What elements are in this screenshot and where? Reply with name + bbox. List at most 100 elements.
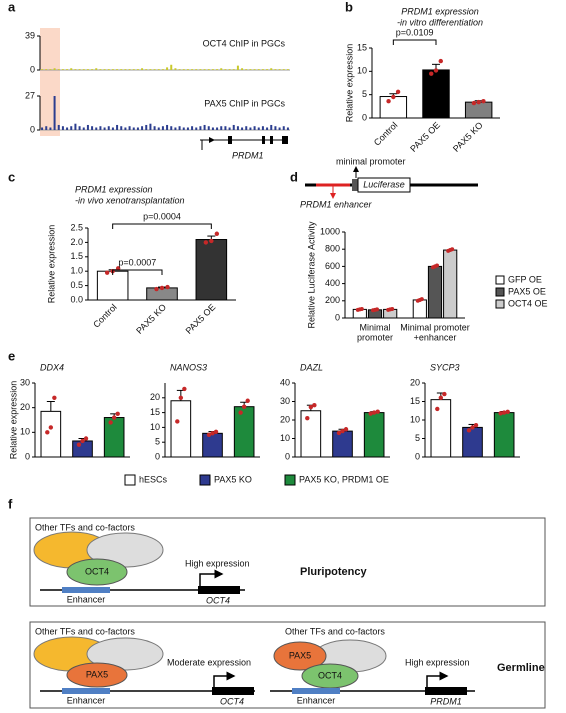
legend-swatch — [199, 474, 211, 486]
bar — [422, 69, 450, 119]
bar — [443, 249, 458, 319]
panel-letter: c — [8, 169, 15, 184]
y-tick-label: 10 — [410, 414, 420, 424]
tf-label: OCT4 — [85, 566, 109, 576]
bar — [170, 400, 192, 458]
data-point — [419, 297, 424, 302]
data-point — [501, 410, 507, 415]
data-point — [442, 391, 447, 397]
data-point — [312, 403, 317, 408]
cofactor-label: Other TFs and co-factors — [35, 626, 135, 636]
panel-letter: b — [345, 0, 353, 14]
data-point — [210, 431, 215, 436]
legend-label: GFP OE — [508, 274, 542, 284]
x-tick-label: +enhancer — [414, 332, 457, 342]
chart-title: PRDM1 expression — [401, 6, 479, 16]
y-tick-label: 400 — [325, 278, 340, 288]
gene-label: PRDM1 — [430, 696, 462, 706]
chart-title: SYCP3 — [430, 362, 460, 372]
data-point — [473, 422, 479, 428]
data-point — [471, 100, 477, 106]
x-tick-label: PAX5 OE — [408, 120, 442, 154]
y-tick-label: 27 — [25, 90, 35, 100]
data-point — [245, 398, 250, 403]
bar — [379, 96, 408, 119]
exon — [228, 136, 232, 144]
y-tick-label: 0 — [415, 451, 420, 461]
y-tick-label: 5 — [155, 437, 160, 447]
data-point — [466, 428, 472, 433]
data-point — [386, 99, 391, 104]
construct-reporter — [357, 177, 411, 193]
y-tick-label: 20 — [20, 402, 30, 412]
data-point — [368, 411, 373, 416]
data-point — [45, 430, 50, 435]
y-tick-label: 0 — [335, 312, 340, 322]
track-label: PAX5 ChIP in PGCs — [204, 98, 285, 108]
y-tick-label: 20 — [410, 377, 420, 387]
bar — [233, 406, 255, 458]
tf — [66, 662, 128, 688]
data-point — [182, 386, 187, 392]
x-tick-label: promoter — [357, 332, 393, 342]
pluripotency-diagram: Other TFs and co-factors OCT4 Enhancer H… — [33, 522, 368, 605]
legend-swatch — [495, 287, 505, 297]
track-label: OCT4 ChIP in PGCs — [203, 38, 286, 48]
exon — [262, 136, 265, 144]
y-tick-label: 0 — [30, 64, 35, 74]
bar — [202, 432, 223, 458]
y-tick-label: 10 — [150, 422, 160, 432]
data-point — [52, 395, 57, 400]
panel-letter: d — [290, 169, 298, 184]
bar — [464, 101, 493, 119]
data-point — [175, 419, 180, 424]
bar — [430, 399, 452, 458]
data-point — [498, 411, 503, 416]
gene-label: OCT4 — [206, 595, 230, 605]
y-axis-label: Relative expression — [8, 381, 18, 460]
y-tick-label: 0 — [285, 451, 290, 461]
y-tick-label: 0.0 — [70, 294, 83, 304]
tf-label: PAX5 — [289, 650, 311, 660]
data-point — [209, 238, 214, 244]
data-point — [115, 411, 120, 417]
data-point — [343, 427, 349, 432]
y-axis-label: Relative expression — [344, 44, 354, 123]
data-point — [308, 404, 314, 410]
legend-label: PAX5 OE — [508, 286, 546, 296]
gene — [212, 687, 254, 695]
x-tick-label: PAX5 OE — [184, 302, 218, 336]
chart-title: -in vivo xenotransplantation — [75, 195, 185, 205]
tf — [66, 558, 128, 586]
enhancer-label: Enhancer — [297, 695, 336, 705]
gene-label: OCT4 — [220, 696, 244, 706]
germline-diagram: Other TFs and co-factors PAX5 Enhancer M… — [33, 626, 545, 706]
data-point — [104, 270, 110, 275]
exon — [282, 136, 288, 144]
legend-label: PAX5 KO, PRDM1 OE — [299, 474, 389, 484]
data-point — [305, 415, 310, 421]
data-point — [390, 306, 395, 311]
data-point — [375, 409, 380, 414]
legend-swatch — [284, 474, 296, 486]
p-value: p=0.0109 — [396, 27, 434, 37]
data-point — [159, 285, 165, 291]
significance-bracket — [112, 223, 212, 229]
data-point — [476, 99, 481, 105]
x-tick-label: PAX5 KO — [451, 120, 485, 154]
tf-label: PAX5 — [86, 669, 108, 679]
bar — [332, 430, 353, 458]
x-tick-label: Control — [372, 120, 400, 148]
construct-enhancer-label: PRDM1 enhancer — [300, 199, 373, 209]
diagram-box — [29, 517, 546, 607]
y-axis-label: Relative expression — [46, 225, 56, 304]
enhancer — [62, 587, 110, 593]
chart-title: NANOS3 — [170, 362, 207, 372]
data-point — [391, 94, 396, 100]
data-point — [435, 406, 440, 412]
chart-title: -in vitro differentiation — [397, 17, 483, 27]
bar — [300, 410, 322, 458]
y-tick-label: 30 — [280, 396, 290, 406]
bar — [493, 412, 515, 458]
